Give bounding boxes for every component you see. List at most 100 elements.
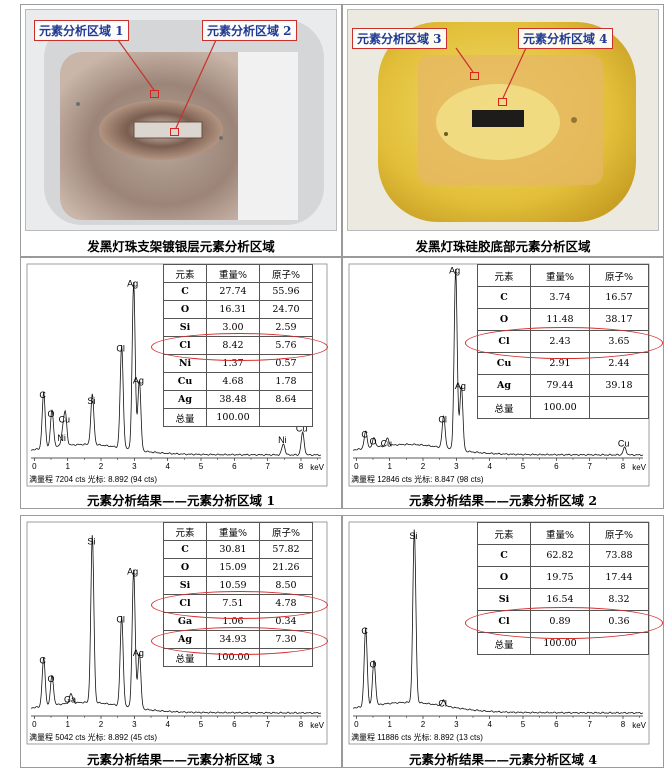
weight-cell: 重量% [206,522,260,541]
composition-table: 元素 重量% 原子% C 27.74 55.96 O 16.31 24.70 Si 3.00 2.59… [163,264,313,427]
atomic-cell [589,396,649,419]
peak-label-c: C [39,656,46,666]
atomic-cell: 73.88 [589,544,649,567]
weight-cell: 100.00 [206,408,260,427]
table-row: C 3.74 16.57 [477,286,649,309]
spectrum-trace [30,535,322,715]
element-cell: 元素 [477,264,531,287]
weight-cell: 79.44 [530,374,590,397]
element-cell: O [477,566,531,589]
peak-label-ag: Ag [449,266,460,276]
x-tick-label: 2 [421,462,426,471]
x-tick-label: 0 [32,462,37,471]
region-3-marker [470,72,479,80]
spectrum-footer: 满量程 5042 cts 光标: 8.892 (45 cts) [29,732,157,742]
peak-label-si: Si [409,531,417,541]
x-tick-label: 2 [99,462,104,471]
table-row: O 15.09 21.26 [163,558,313,577]
peak-label-cl: Cl [116,615,125,625]
atomic-cell: 16.57 [589,286,649,309]
atomic-cell: 1.78 [259,372,313,391]
table-header-row: 元素 重量% 原子% [477,264,649,287]
x-tick-label: 6 [232,462,237,471]
atomic-cell: 8.64 [259,390,313,409]
element-cell: C [477,286,531,309]
peak-label-ag: Ag [455,381,466,391]
x-tick-label: 8 [621,720,626,729]
table-row: Cu 4.68 1.78 [163,372,313,391]
weight-cell: 38.48 [206,390,260,409]
element-cell: O [163,300,207,319]
peak-label-c: C [361,429,368,439]
x-tick-label: 3 [454,720,459,729]
x-tick-label: 1 [65,720,70,729]
peak-label-cu: Cu [618,439,630,449]
spectrum-footer: 满量程 12846 cts 光标: 8.847 (98 cts) [351,474,484,484]
x-tick-label: 0 [32,720,37,729]
x-tick-label: 5 [521,720,526,729]
x-tick-label: 8 [621,462,626,471]
element-cell: Ag [477,374,531,397]
region-1-label: 元素分析区域 1 [34,20,129,41]
figure-sheet: 元素分析区域 1 元素分析区域 2 发黑灯珠支架镀银层元素分析区域 [20,4,664,768]
peak-label-ni: Ni [278,435,287,445]
peak-label-o: O [47,409,54,419]
atomic-cell: 21.26 [259,558,313,577]
element-cell: 元素 [477,522,531,545]
x-tick-label: 6 [554,720,559,729]
x-tick-label: 8 [299,720,304,729]
eds-result-region-4: 0 1 2 3 4 5 6 7 8 keV C O Si Cl 满量程 11886 cts 光标: 8.89… [342,515,664,768]
peak-label-si: Si [87,396,95,406]
peak-label-ag: Ag [127,566,138,576]
weight-cell: 重量% [530,522,590,545]
spectrum-footer: 满量程 7204 cts 光标: 8.892 (94 cts) [29,474,157,484]
spectrum-trace [352,269,644,457]
x-tick-label: 7 [265,720,270,729]
weight-cell: 27.74 [206,282,260,301]
table-row: O 11.48 38.17 [477,308,649,331]
eds-result-region-2: 0 1 2 3 4 5 6 7 8 keV C O Cu Cl Ag Ag Cu 满量程 12846 cts 光标… [342,257,664,509]
weight-cell: 3.74 [530,286,590,309]
element-cell: 元素 [163,522,207,541]
kev-unit-label: keV [310,721,324,730]
x-tick-label: 6 [232,720,237,729]
peak-label-ag: Ag [133,375,144,385]
table-row: C 62.82 73.88 [477,544,649,567]
x-tick-label: 7 [587,462,592,471]
weight-cell: 重量% [206,264,260,283]
x-tick-label: 3 [454,462,459,471]
element-cell: 总量 [477,396,531,419]
weight-cell: 62.82 [530,544,590,567]
table-header-row: 元素 重量% 原子% [477,522,649,545]
result-caption: 元素分析结果——元素分析区域 4 [408,752,598,767]
spectrum-footer: 满量程 11886 cts 光标: 8.892 (13 cts) [351,732,483,742]
table-row: C 30.81 57.82 [163,540,313,559]
peak-label-c: C [39,390,46,400]
peak-label-ni: Ni [57,433,66,443]
highlight-ellipse-cl [150,332,328,361]
element-cell: Ag [163,390,207,409]
peak-label-ag: Ag [133,648,144,658]
atomic-cell [259,408,313,427]
x-tick-label: 5 [199,462,204,471]
x-tick-label: 7 [587,720,592,729]
atomic-cell: 39.18 [589,374,649,397]
x-tick-label: 3 [132,720,137,729]
atomic-cell: 55.96 [259,282,313,301]
atomic-cell: 原子% [589,522,649,545]
led-silicone-bottom-photo: 元素分析区域 3 元素分析区域 4 [347,9,659,231]
x-tick-label: 8 [299,462,304,471]
spectrum-trace [30,282,322,457]
table-row: Ag 79.44 39.18 [477,374,649,397]
x-tick-label: 4 [165,720,170,729]
peak-label-cl: Cl [116,344,125,354]
peak-label-o: O [47,674,54,684]
x-tick-label: 1 [387,462,392,471]
weight-cell: 4.68 [206,372,260,391]
result-caption: 元素分析结果——元素分析区域 3 [86,752,276,767]
table-total-row: 总量 100.00 [477,632,649,655]
x-tick-label: 5 [521,462,526,471]
weight-cell: 重量% [530,264,590,287]
